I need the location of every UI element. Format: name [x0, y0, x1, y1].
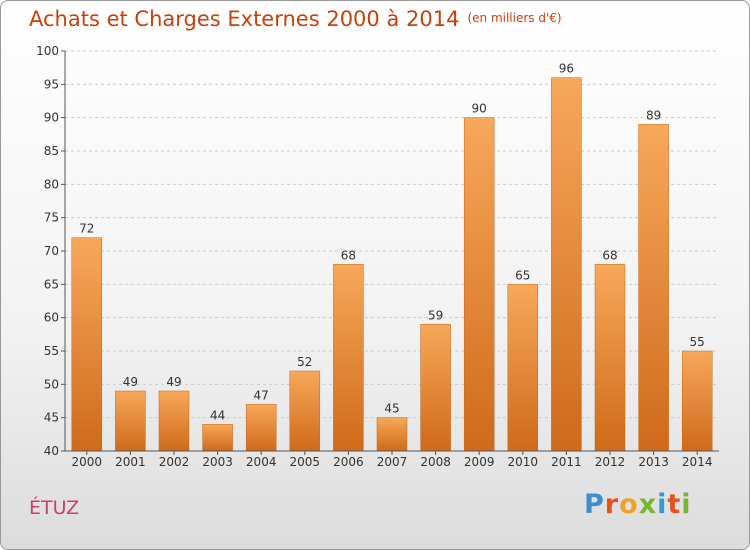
bar — [289, 370, 321, 452]
y-tick-label: 100 — [36, 44, 59, 58]
y-axis: 40 45 50 55 60 65 70 75 80 85 90 95 100 — [36, 44, 66, 458]
logo-letter: t — [667, 489, 682, 520]
logo-letter: x — [638, 489, 658, 520]
bar — [376, 417, 408, 452]
data-label: 68 — [341, 248, 356, 262]
data-label: 52 — [297, 355, 312, 369]
bar — [158, 390, 190, 452]
x-tick-label: 2010 — [508, 455, 539, 469]
data-label: 96 — [559, 62, 574, 76]
data-label: 68 — [602, 248, 617, 262]
bar — [71, 237, 103, 452]
data-label: 72 — [79, 222, 94, 236]
bar — [551, 77, 582, 452]
y-tick-label: 85 — [44, 144, 59, 158]
y-tick-label: 45 — [44, 411, 59, 425]
data-label: 45 — [384, 402, 399, 416]
data-label: 89 — [646, 108, 661, 122]
y-tick-label: 70 — [44, 244, 59, 258]
bar — [420, 324, 451, 452]
y-tick-label: 90 — [44, 111, 59, 125]
bar — [507, 284, 539, 452]
data-label: 59 — [428, 308, 443, 322]
data-label: 47 — [254, 388, 269, 402]
x-tick-label: 2002 — [159, 455, 190, 469]
data-label: 90 — [472, 102, 487, 116]
commune-name: ÉTUZ — [29, 497, 80, 519]
logo-letter: r — [604, 489, 620, 520]
y-tick-label: 75 — [44, 211, 59, 225]
x-tick-label: 2003 — [202, 455, 233, 469]
y-tick-label: 95 — [44, 77, 59, 91]
x-tick-label: 2004 — [246, 455, 277, 469]
title-text: Achats et Charges Externes 2000 à 2014 — [29, 7, 460, 31]
logo-letter: o — [619, 489, 639, 520]
data-label: 49 — [123, 375, 138, 389]
x-tick-label: 2011 — [551, 455, 582, 469]
data-label: 49 — [166, 375, 181, 389]
bar — [681, 350, 713, 452]
data-label: 55 — [690, 335, 705, 349]
bar — [594, 264, 626, 452]
x-tick-label: 2007 — [377, 455, 408, 469]
x-tick-label: 2014 — [682, 455, 713, 469]
x-tick-label: 2009 — [464, 455, 495, 469]
proxiti-logo: Proxiti — [584, 489, 692, 520]
bar — [463, 117, 495, 452]
bar — [333, 264, 364, 452]
x-tick-label: 2012 — [595, 455, 626, 469]
y-tick-label: 55 — [44, 344, 59, 358]
logo-letter: i — [657, 489, 668, 520]
y-tick-label: 40 — [44, 444, 59, 458]
x-axis: 2000 2001 2002 2003 2004 2005 2006 2007 2008 2009… — [65, 450, 719, 469]
x-tick-label: 2001 — [115, 455, 146, 469]
x-tick-label: 2013 — [638, 455, 669, 469]
data-label: 65 — [515, 268, 530, 282]
bar — [245, 404, 277, 452]
x-tick-label: 2000 — [72, 455, 103, 469]
bars: 72 49 49 44 47 52 68 45 59 90 65 96 68 89 55 — [71, 62, 713, 452]
bar — [202, 424, 233, 452]
bar — [638, 124, 669, 452]
x-tick-label: 2008 — [420, 455, 451, 469]
unit-label: (en milliers d'€) — [467, 11, 562, 25]
x-tick-label: 2006 — [333, 455, 364, 469]
chart-title: Achats et Charges Externes 2000 à 2014 (e… — [29, 7, 562, 31]
x-tick-label: 2005 — [290, 455, 321, 469]
logo-letter: i — [681, 489, 692, 520]
y-tick-label: 80 — [44, 177, 59, 191]
logo-letter: P — [584, 489, 605, 520]
y-tick-label: 60 — [44, 311, 59, 325]
bar — [115, 390, 146, 452]
y-tick-label: 65 — [44, 277, 59, 291]
y-tick-label: 50 — [44, 377, 59, 391]
data-label: 44 — [210, 408, 225, 422]
